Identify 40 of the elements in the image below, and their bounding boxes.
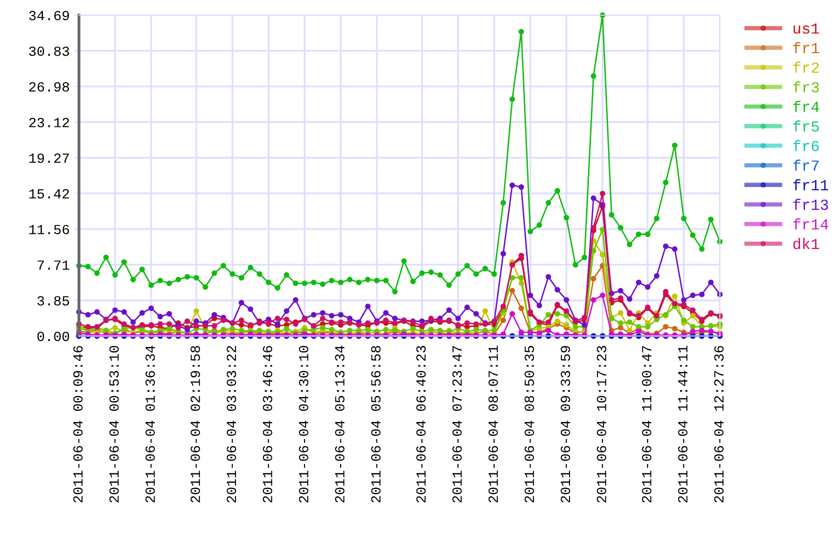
y-tick-label: 23.12 [29, 118, 69, 128]
y-tick-label: 34.69 [29, 10, 69, 20]
y-tick-label: 0.00 [37, 332, 70, 342]
legend-label: dk1 [793, 238, 820, 250]
y-tick-label: 11.56 [29, 224, 70, 234]
x-tick-label: 2011-06-04 00:53:10 [109, 346, 119, 502]
legend-label: fr11 [793, 179, 828, 190]
x-tick-label: 2011-06-04 00:09:46 [73, 346, 83, 502]
x-tick-label: 2011-06-04 12:27:36 [714, 346, 724, 502]
y-tick-label: 7.71 [38, 260, 70, 270]
x-tick-label: 2011-06-04 01:36:34 [145, 346, 155, 502]
x-tick-label: 2011-06-04 03:03:22 [226, 346, 236, 502]
x-tick-label: 2011-06-04 11:00:47 [642, 346, 652, 502]
x-tick-label: 2011-06-04 03:46:46 [262, 346, 272, 502]
legend-label: fr3 [793, 81, 819, 92]
x-tick-label: 2011-06-04 10:17:23 [596, 346, 606, 502]
y-tick-label: 30.83 [29, 46, 70, 56]
legend-label: fr13 [793, 198, 828, 210]
x-tick-label: 2011-06-04 04:30:10 [298, 346, 308, 502]
legend-label: fr4 [793, 100, 820, 112]
y-tick-label: 3.85 [37, 296, 70, 306]
y-tick-label: 19.27 [29, 153, 69, 163]
y-tick-label: 15.42 [29, 189, 69, 199]
x-tick-label: 2011-06-04 09:33:59 [560, 346, 570, 502]
x-tick-label: 2011-06-04 05:13:34 [335, 346, 344, 502]
legend-label: fr14 [793, 218, 828, 230]
legend-label: fr6 [793, 140, 819, 152]
y-tick-label: 26.98 [29, 82, 70, 92]
legend-label: fr2 [793, 62, 819, 73]
x-tick-label: 2011-06-04 02:19:58 [190, 346, 200, 502]
x-tick-label: 2011-06-04 08:07:11 [488, 346, 498, 502]
legend-label: fr1 [793, 42, 820, 54]
legend-label: fr7 [793, 160, 819, 171]
x-tick-label: 2011-06-04 05:56:58 [371, 346, 381, 502]
x-tick-label: 2011-06-04 06:40:23 [416, 346, 426, 502]
x-tick-label: 2011-06-04 08:50:35 [524, 346, 534, 502]
legend-label: fr5 [793, 120, 819, 132]
x-tick-label: 2011-06-04 07:23:47 [452, 346, 462, 502]
legend-label: us1 [794, 23, 820, 34]
x-tick-label: 2011-06-04 11:44:11 [678, 346, 688, 502]
